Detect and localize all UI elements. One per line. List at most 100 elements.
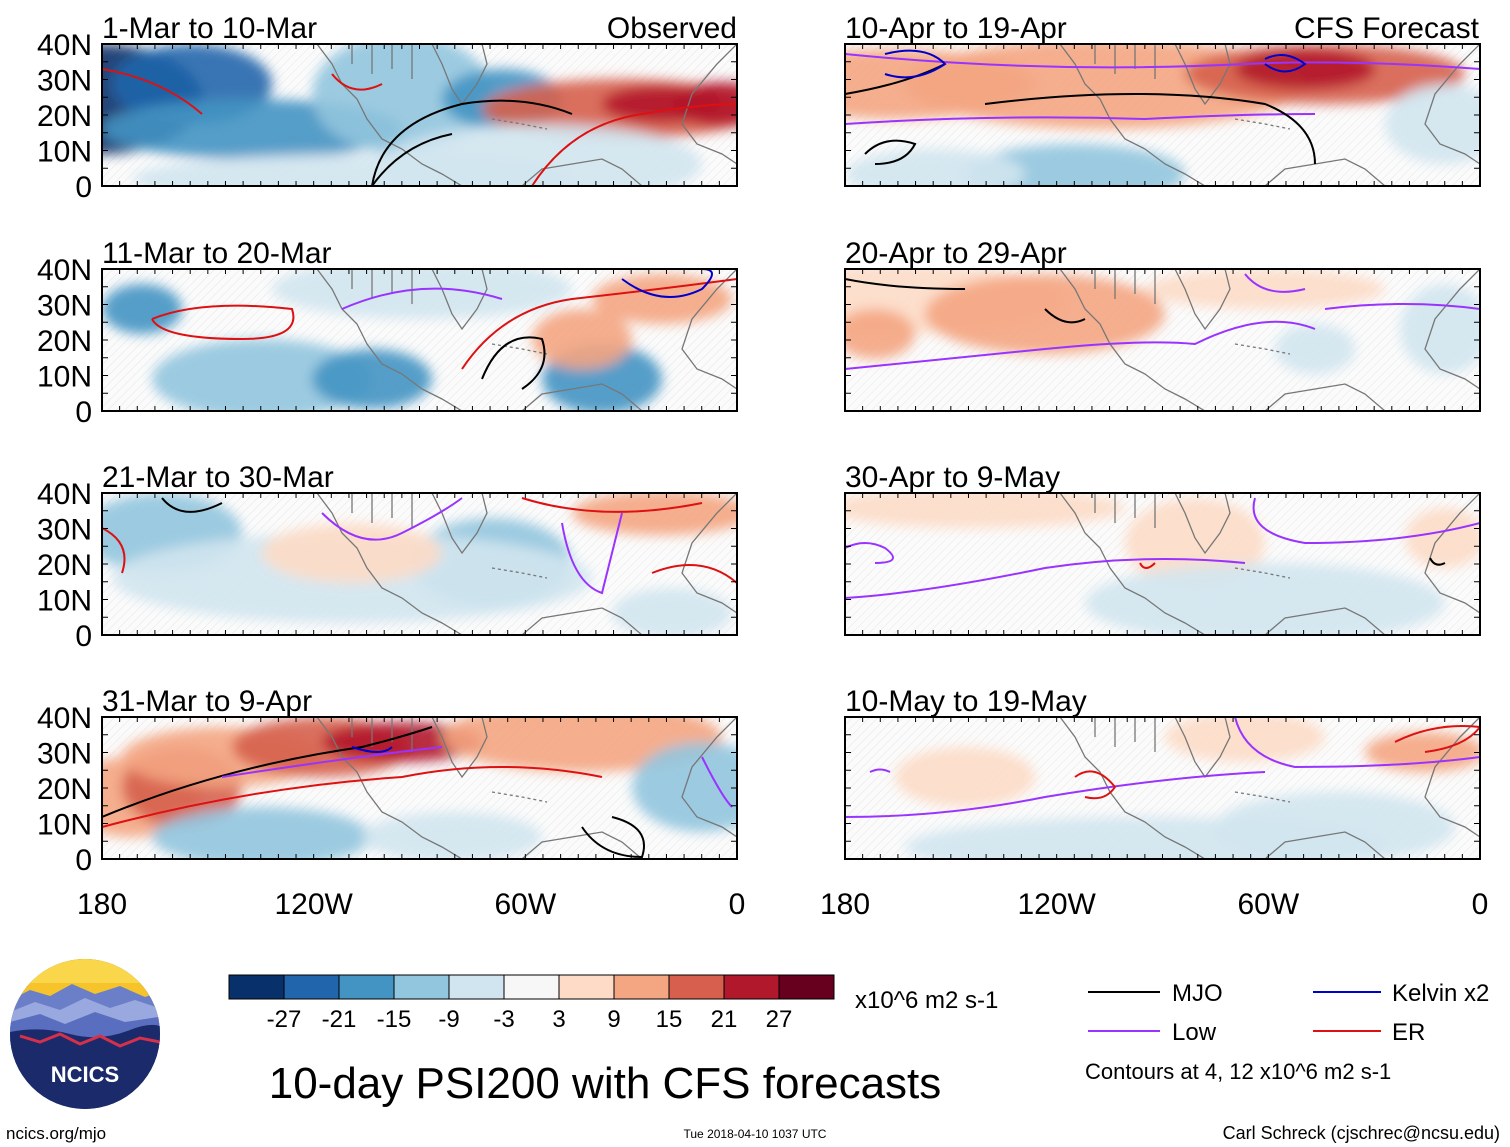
forecast-header: CFS Forecast <box>1294 12 1480 45</box>
field-anomaly <box>845 149 1025 186</box>
south-america-coast <box>521 607 643 635</box>
caribbean-islands <box>491 343 548 355</box>
wave-contour <box>845 771 1266 818</box>
north-america-coast <box>316 493 463 635</box>
africa-coast <box>681 717 737 838</box>
psi-field <box>102 717 737 859</box>
field-anomaly <box>102 284 182 334</box>
wave-contours <box>151 269 737 390</box>
map-panel: 20-Apr to 29-Apr <box>844 237 1481 412</box>
south-america-coast <box>521 158 643 186</box>
logo-text: NCICS <box>51 1062 119 1087</box>
wave-contour <box>845 113 1316 125</box>
wave-contour <box>884 49 947 79</box>
wave-contour <box>521 497 703 513</box>
field-anomaly <box>152 339 372 411</box>
field-anomaly <box>1215 792 1455 859</box>
africa-coast <box>1424 44 1480 165</box>
lon-label: 0 <box>729 888 746 921</box>
lat-label: 0 <box>75 844 92 877</box>
state-borders <box>351 717 413 752</box>
wave-contour <box>1244 273 1306 293</box>
coastlines <box>316 493 737 635</box>
lat-label: 10N <box>37 361 92 394</box>
colorbar-tick-label: 9 <box>607 1006 620 1033</box>
north-america-coast <box>1059 493 1206 635</box>
colorbar-tick-label: -27 <box>267 1006 302 1033</box>
map-panel: 10-Apr to 19-Apr <box>844 12 1481 187</box>
wave-contour <box>845 278 966 290</box>
lat-label: 20N <box>37 100 92 133</box>
south-america-coast <box>1264 383 1386 411</box>
wave-contour <box>331 73 383 91</box>
state-borders <box>1094 269 1156 304</box>
lat-label: 40N <box>37 702 92 735</box>
colorbar-swatch <box>668 974 725 1000</box>
field-anomaly <box>672 82 737 126</box>
north-america-coast <box>1059 717 1206 859</box>
legend-kelvin-label: Kelvin x2 <box>1392 980 1489 1007</box>
lat-label: 0 <box>75 171 92 204</box>
north-america-coast <box>316 44 463 186</box>
lat-label: 40N <box>37 29 92 62</box>
lon-label: 120W <box>1017 888 1096 921</box>
field-anomaly <box>895 747 1035 807</box>
panel-period-title: 10-Apr to 19-Apr <box>845 12 1067 45</box>
lat-label: 30N <box>37 514 92 547</box>
panel-period-title: 10-May to 19-May <box>845 685 1087 718</box>
field-anomaly <box>1385 84 1480 164</box>
africa-coast <box>1424 717 1480 838</box>
wave-contour <box>701 756 733 808</box>
lon-label: 120W <box>274 888 353 921</box>
field-anomaly <box>1365 732 1480 772</box>
legend-er-label: ER <box>1392 1019 1425 1046</box>
caribbean-islands <box>1234 118 1291 130</box>
coastlines <box>316 717 737 859</box>
wave-contours <box>102 68 737 186</box>
caribbean-islands <box>491 567 548 579</box>
africa-coast <box>681 44 737 165</box>
field-anomaly <box>152 807 372 859</box>
wave-contour <box>1429 557 1446 566</box>
caribbean-islands <box>491 791 548 803</box>
state-borders <box>1094 493 1156 528</box>
lon-label: 180 <box>77 888 127 921</box>
wave-contour <box>1264 54 1307 73</box>
colorbar-tick-label: 21 <box>711 1006 738 1033</box>
africa-coast <box>1424 493 1480 614</box>
caribbean-islands <box>1234 567 1291 579</box>
lon-label: 60W <box>494 888 556 921</box>
lon-label: 180 <box>820 888 870 921</box>
field-anomaly <box>312 44 492 154</box>
wave-contour <box>531 103 737 186</box>
lat-label: 30N <box>37 738 92 771</box>
state-borders <box>351 493 413 528</box>
panel-period-title: 1-Mar to 10-Mar <box>102 12 317 45</box>
wave-contour <box>102 527 126 574</box>
panel-period-title: 21-Mar to 30-Mar <box>102 461 334 494</box>
colorbar-swatch <box>338 974 395 1000</box>
north-america-coast <box>1059 44 1206 186</box>
field-anomaly <box>1405 508 1480 568</box>
africa-coast <box>681 493 737 614</box>
south-america-coast <box>1264 831 1386 859</box>
field-anomaly <box>532 309 632 369</box>
lat-label: 0 <box>75 620 92 653</box>
caribbean-islands <box>1234 791 1291 803</box>
wave-contour <box>161 497 223 513</box>
wave-contour <box>1324 303 1480 310</box>
legend: MJO Kelvin x2 Low ER Contours at 4, 12 x… <box>1085 980 1489 1084</box>
field-anomaly <box>845 309 915 359</box>
wave-contour <box>1044 308 1086 324</box>
wave-contour <box>845 542 894 564</box>
legend-low-label: Low <box>1172 1019 1217 1046</box>
colorbar-tick-label: -21 <box>322 1006 357 1033</box>
field-anomaly <box>1400 284 1480 374</box>
lat-label: 20N <box>37 773 92 806</box>
field-anomaly <box>592 274 732 324</box>
